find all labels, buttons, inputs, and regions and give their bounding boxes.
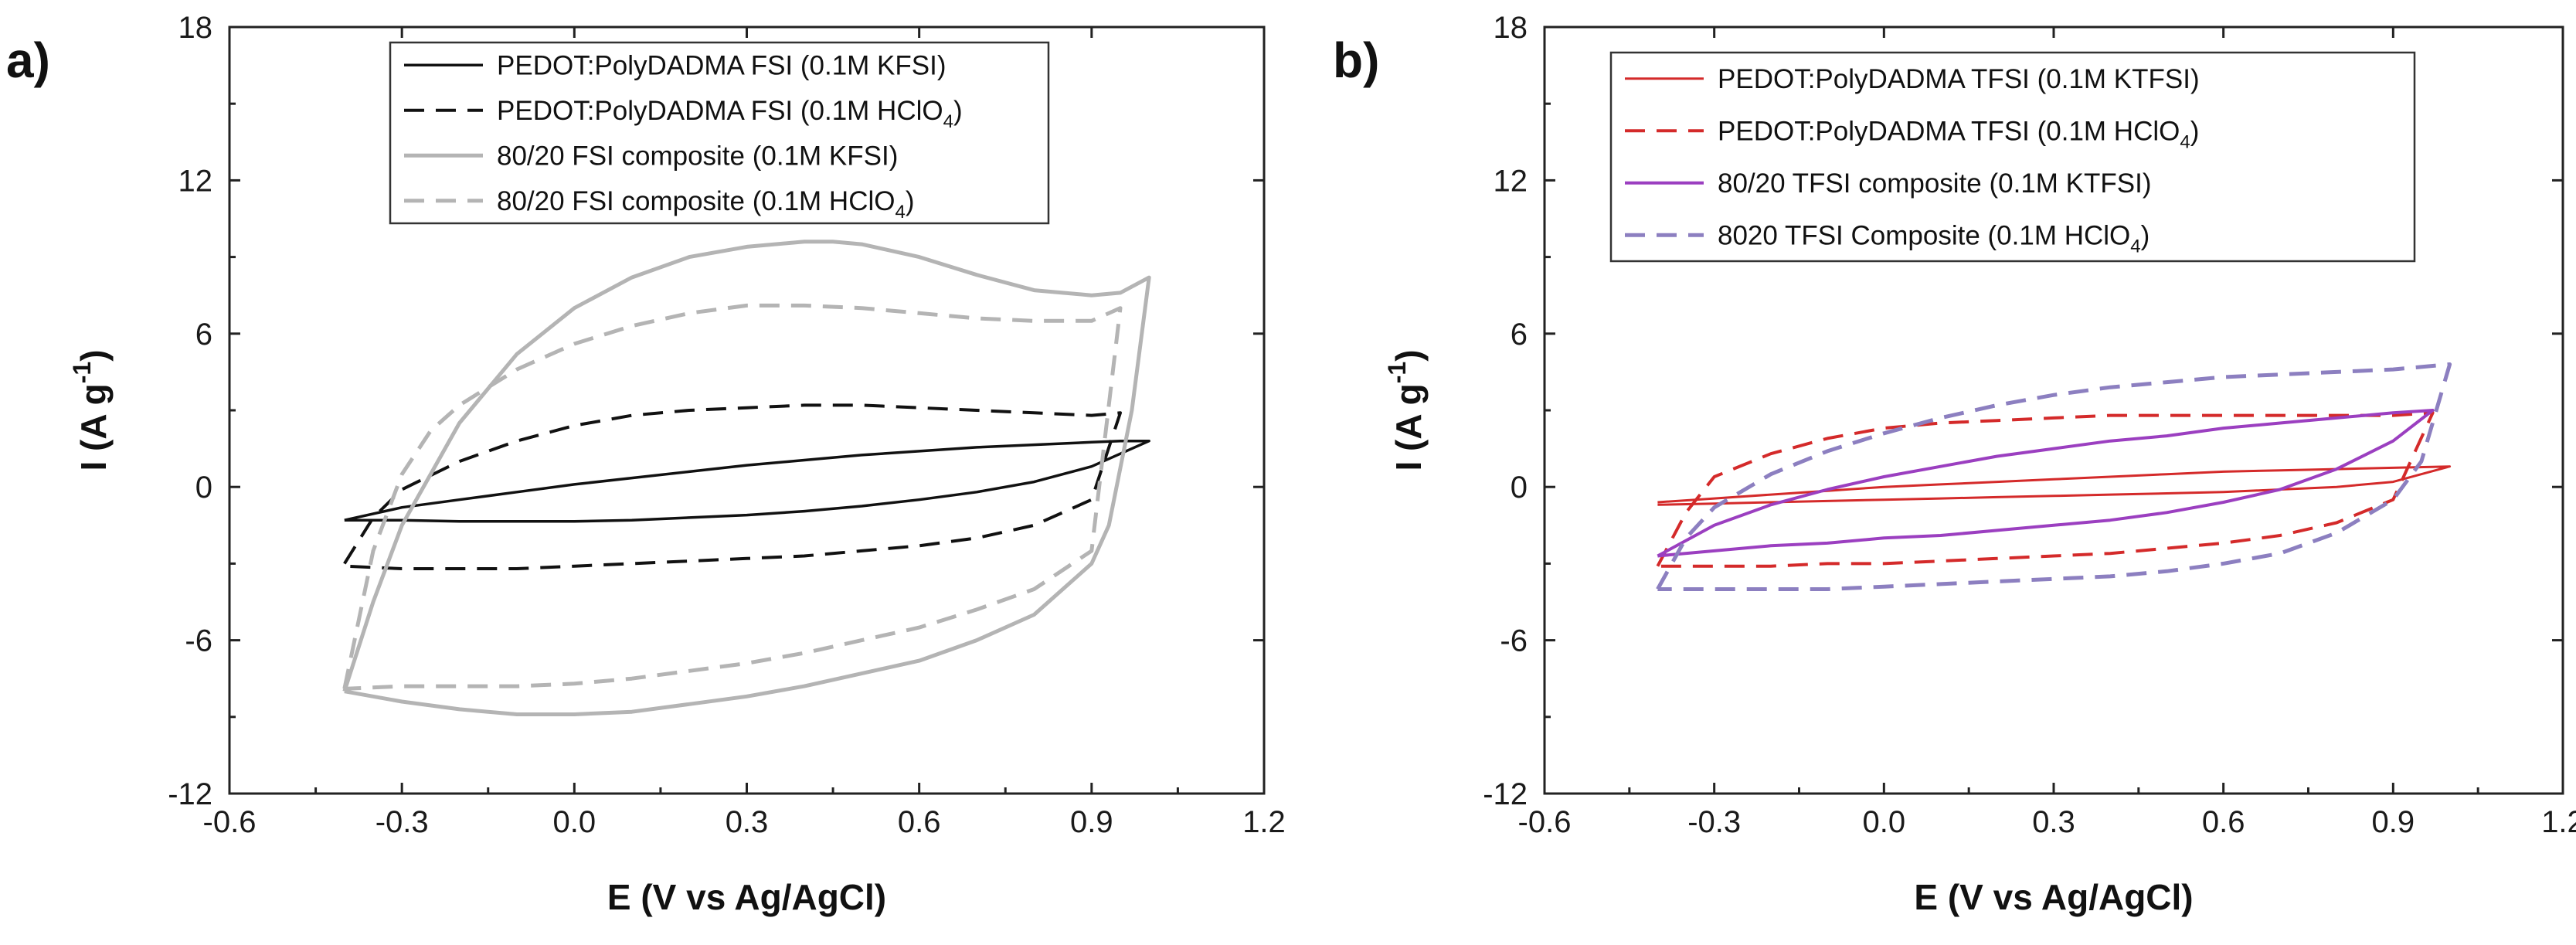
legend-label: 80/20 FSI composite (0.1M KFSI) xyxy=(497,141,898,171)
y-tick-label: -6 xyxy=(185,624,212,658)
x-tick-label: -0.6 xyxy=(203,805,257,839)
legend-item: PEDOT:PolyDADMA TFSI (0.1M HClO4) xyxy=(1625,116,2199,152)
panel-a: a) -0.6 -0.3 0.0 0.3 0.6 0.9 1.2 -12 -6 0 6 12 18 E (V… xyxy=(6,11,1286,917)
legend-item: 80/20 TFSI composite (0.1M KTFSI) xyxy=(1625,168,2152,199)
legend: PEDOT:PolyDADMA TFSI (0.1M KTFSI) PEDOT:P… xyxy=(1609,51,2416,263)
y-tick-label: 6 xyxy=(195,318,212,352)
x-tick-label: 1.2 xyxy=(2541,805,2576,839)
legend: PEDOT:PolyDADMA FSI (0.1M KFSI) PEDOT:Pol… xyxy=(389,41,1050,225)
plot-area xyxy=(342,240,1151,716)
y-axis-title-superscript: -1 xyxy=(68,362,96,383)
y-axis-title-tail: ) xyxy=(73,349,114,361)
series-line-4 xyxy=(1656,362,2452,591)
y-tick-label: -6 xyxy=(1500,624,1528,658)
y-axis-title-superscript: -1 xyxy=(1383,362,1411,383)
legend-item: PEDOT:PolyDADMA FSI (0.1M HClO4) xyxy=(404,96,963,132)
legend-box xyxy=(389,41,1050,225)
y-tick-label: 12 xyxy=(1494,164,1528,198)
x-tick-label: 0.9 xyxy=(1070,805,1113,839)
series-line-3 xyxy=(342,240,1151,716)
y-tick-label: 0 xyxy=(1511,471,1528,505)
series-line-2 xyxy=(342,403,1122,570)
legend-label-main: 8020 TFSI Composite (0.1M HClO xyxy=(1718,220,2130,250)
legend-label-main: 80/20 FSI composite (0.1M HClO xyxy=(497,186,895,216)
y-tick-label: 18 xyxy=(1494,11,1528,45)
series-line-1 xyxy=(344,439,1150,523)
legend-label-subscript: 4 xyxy=(2130,236,2140,257)
y-axis-title-main: I (A g xyxy=(1388,383,1429,471)
legend-box xyxy=(1609,51,2416,263)
legend-label: PEDOT:PolyDADMA TFSI (0.1M KTFSI) xyxy=(1718,64,2200,94)
x-tick-label: -0.3 xyxy=(1687,805,1741,839)
legend-label: 80/20 FSI composite (0.1M HClO4) xyxy=(497,186,914,223)
legend-label: PEDOT:PolyDADMA TFSI (0.1M HClO4) xyxy=(1718,116,2199,152)
y-axis-title: I (A g-1) xyxy=(68,349,114,471)
y-axis-title: I (A g-1) xyxy=(1383,349,1429,471)
x-tick-label: 0.6 xyxy=(898,805,941,839)
legend-label: 80/20 TFSI composite (0.1M KTFSI) xyxy=(1718,168,2152,199)
y-tick-label: 18 xyxy=(178,11,213,45)
legend-label-tail: ) xyxy=(906,186,915,216)
x-axis-title: E (V vs Ag/AgCl) xyxy=(1914,877,2193,917)
legend-label-subscript: 4 xyxy=(943,111,953,132)
legend-item: 80/20 FSI composite (0.1M HClO4) xyxy=(404,186,914,223)
x-tick-label: 0.6 xyxy=(2202,805,2245,839)
legend-label-subscript: 4 xyxy=(2180,131,2190,152)
panel-label: b) xyxy=(1333,32,1379,88)
legend-label-main: PEDOT:PolyDADMA FSI (0.1M HClO xyxy=(497,96,943,126)
legend-label-tail: ) xyxy=(953,96,963,126)
legend-label-tail: ) xyxy=(2190,116,2200,146)
x-tick-label: 0.3 xyxy=(726,805,769,839)
legend-item: PEDOT:PolyDADMA FSI (0.1M KFSI) xyxy=(404,50,946,80)
panel-label: a) xyxy=(6,32,50,88)
y-tick-label: 6 xyxy=(1511,318,1528,352)
x-tick-label: -0.3 xyxy=(376,805,429,839)
legend-item: 8020 TFSI Composite (0.1M HClO4) xyxy=(1625,220,2149,257)
legend-label-main: PEDOT:PolyDADMA TFSI (0.1M HClO xyxy=(1718,116,2180,146)
legend-label-tail: ) xyxy=(2141,220,2150,250)
x-tick-label: 0.0 xyxy=(1863,805,1906,839)
x-tick-label: 0.9 xyxy=(2372,805,2415,839)
legend-label: 8020 TFSI Composite (0.1M HClO4) xyxy=(1718,220,2149,257)
panel-b: b) -0.6 -0.3 0.0 0.3 0.6 0.9 1.2 -12 -6 0 6 12 18 E (V… xyxy=(1333,11,2576,917)
x-tick-label: -0.6 xyxy=(1518,805,1572,839)
y-tick-label: 12 xyxy=(178,164,213,198)
series-line-4 xyxy=(342,303,1123,691)
y-axis-title-main: I (A g xyxy=(73,383,114,471)
legend-label: PEDOT:PolyDADMA FSI (0.1M KFSI) xyxy=(497,50,946,80)
series-line-3 xyxy=(1657,409,2435,558)
y-tick-label: 0 xyxy=(195,471,212,505)
y-tick-label: -12 xyxy=(168,777,212,811)
x-axis-title: E (V vs Ag/AgCl) xyxy=(607,877,886,917)
legend-item: PEDOT:PolyDADMA TFSI (0.1M KTFSI) xyxy=(1625,64,2200,94)
series-line-2 xyxy=(1656,411,2435,568)
x-tick-label: 0.0 xyxy=(553,805,596,839)
y-axis-title-tail: ) xyxy=(1388,349,1429,361)
x-tick-label: 0.3 xyxy=(2032,805,2075,839)
y-tick-label: -12 xyxy=(1483,777,1528,811)
legend-label-subscript: 4 xyxy=(895,202,905,223)
legend-label: PEDOT:PolyDADMA FSI (0.1M HClO4) xyxy=(497,96,963,132)
series-line-1 xyxy=(1657,465,2452,506)
x-tick-label: 1.2 xyxy=(1242,805,1286,839)
legend-item: 80/20 FSI composite (0.1M KFSI) xyxy=(404,141,898,171)
plot-area xyxy=(1656,362,2452,591)
